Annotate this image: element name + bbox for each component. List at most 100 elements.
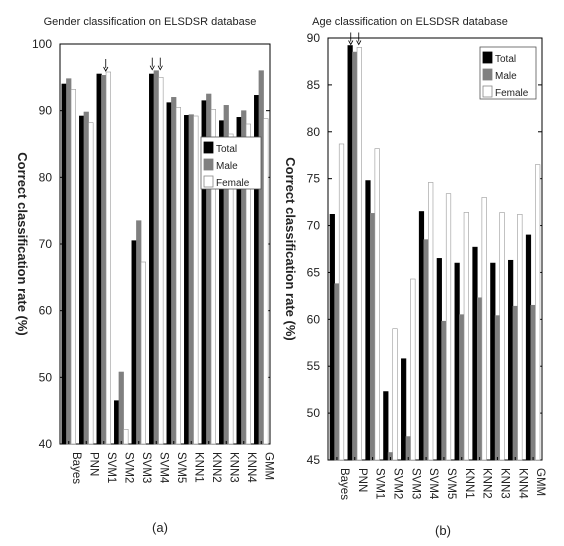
- bar-gmm-female: [263, 118, 269, 445]
- legend: Total Male Female: [200, 136, 262, 190]
- bar-knn2-female: [210, 109, 216, 445]
- y-tick-label: 55: [307, 359, 321, 373]
- x-tick-label: SVM2: [122, 452, 134, 483]
- annotation-arrow-head: [348, 40, 354, 46]
- x-tick-label: SVM5: [175, 452, 187, 483]
- bar-knn1-male: [188, 114, 194, 445]
- bar-svm2-male: [118, 371, 124, 445]
- legend-swatch-female: [203, 175, 214, 188]
- bar-knn4-female: [517, 214, 523, 461]
- bar-svm1-male: [101, 75, 107, 445]
- bar-bayes-total: [329, 214, 335, 461]
- panel-label: (b): [435, 523, 451, 538]
- bar-knn1-female: [463, 212, 469, 461]
- x-tick-label: KNN2: [210, 452, 222, 483]
- bar-pnn-female: [88, 122, 94, 445]
- annotation-arrow-head: [103, 66, 109, 72]
- y-tick-label: 50: [39, 370, 53, 384]
- y-tick-label: 75: [307, 172, 321, 186]
- x-tick-label: SVM1: [105, 452, 117, 483]
- bar-gmm-female: [535, 164, 541, 461]
- y-tick-label: 60: [39, 304, 53, 318]
- x-tick-label: Bayes: [338, 468, 350, 500]
- bar-svm5-female: [445, 193, 452, 461]
- annotation-arrow-head: [157, 65, 163, 71]
- legend-label-total: Total: [216, 144, 237, 155]
- x-tick-label: KNN3: [498, 468, 510, 499]
- legend-label-female: Female: [216, 178, 250, 189]
- x-tick-label: GMM: [534, 468, 546, 496]
- bar-svm2-total: [114, 400, 120, 445]
- y-tick-label: 90: [39, 104, 53, 118]
- legend: Total Male Female: [479, 46, 537, 100]
- x-tick-label: SVM4: [427, 468, 439, 500]
- bar-svm3-total: [401, 358, 407, 461]
- bar-svm5-total: [436, 258, 442, 461]
- y-tick-label: 40: [39, 437, 53, 451]
- x-tick-label: SVM4: [157, 452, 169, 484]
- chart-panel-b: Age classification on ELSDSR database 45 5…: [283, 16, 546, 538]
- bar-gmm-total: [525, 234, 532, 461]
- bar-knn4-female: [245, 123, 251, 445]
- bar-svm5-total: [166, 102, 172, 445]
- bar-knn1-female: [193, 115, 199, 445]
- y-axis-label: Correct classification rate (%): [15, 152, 30, 336]
- bar-knn1-total: [184, 115, 190, 445]
- bar-pnn-male: [352, 51, 358, 461]
- bar-knn3-male: [494, 315, 501, 461]
- x-tick-label: PNN: [87, 452, 99, 476]
- bar-svm3-total: [131, 240, 137, 445]
- annotation-arrow-head: [149, 65, 155, 71]
- x-tick-label: GMM: [262, 452, 274, 480]
- bar-svm3-female: [140, 261, 146, 445]
- y-tick-label: 85: [307, 78, 321, 92]
- x-tick-label: KNN4: [516, 468, 528, 499]
- bar-gmm-male: [530, 304, 536, 461]
- chart-panel-a: Gender classification on ELSDSR database…: [15, 16, 274, 535]
- bar-knn4-total: [508, 259, 514, 461]
- bar-bayes-male: [66, 78, 72, 445]
- y-tick-label: 60: [307, 312, 321, 326]
- bar-pnn-total: [347, 45, 353, 461]
- chart-title: Age classification on ELSDSR database: [312, 16, 508, 28]
- bar-bayes-female: [338, 143, 345, 461]
- legend-swatch-total: [203, 141, 214, 154]
- bar-knn3-total: [490, 262, 496, 461]
- bar-svm1-female: [374, 148, 380, 461]
- x-tick-label: Bayes: [70, 452, 82, 484]
- bar-bayes-male: [334, 283, 340, 461]
- bar-svm3-female: [410, 278, 416, 461]
- bar-svm5-male: [441, 320, 447, 461]
- bar-knn2-female: [481, 197, 487, 461]
- bar-svm4-total: [418, 211, 425, 461]
- bar-svm1-male: [369, 213, 376, 461]
- legend-swatch-female: [482, 85, 493, 98]
- legend-label-total: Total: [495, 54, 516, 65]
- bar-pnn-female: [356, 47, 362, 461]
- bar-svm4-male: [423, 239, 429, 461]
- x-tick-label: SVM3: [140, 452, 152, 483]
- bar-knn4-male: [512, 305, 518, 461]
- bar-knn3-female: [499, 212, 505, 461]
- x-tick-label: KNN2: [481, 468, 493, 499]
- bar-bayes-total: [61, 83, 67, 445]
- annotation-arrow-head: [356, 40, 362, 46]
- y-tick-label: 100: [32, 37, 52, 51]
- y-tick-label: 80: [39, 170, 53, 184]
- x-tick-label: KNN1: [463, 468, 475, 499]
- legend-swatch-male: [203, 158, 214, 171]
- bar-pnn-total: [79, 115, 85, 445]
- x-tick-label: SVM3: [409, 468, 421, 499]
- bar-knn1-male: [459, 314, 465, 461]
- x-tick-label: SVM1: [374, 468, 386, 499]
- bar-svm3-male: [405, 436, 411, 461]
- bar-svm1-female: [105, 71, 111, 445]
- bar-knn1-total: [454, 262, 460, 461]
- x-tick-label: SVM5: [445, 468, 457, 499]
- panel-label: (a): [152, 520, 168, 535]
- legend-label-male: Male: [216, 161, 238, 172]
- x-tick-label: SVM2: [391, 468, 403, 499]
- y-tick-label: 70: [307, 219, 321, 233]
- bar-svm4-male: [153, 70, 159, 445]
